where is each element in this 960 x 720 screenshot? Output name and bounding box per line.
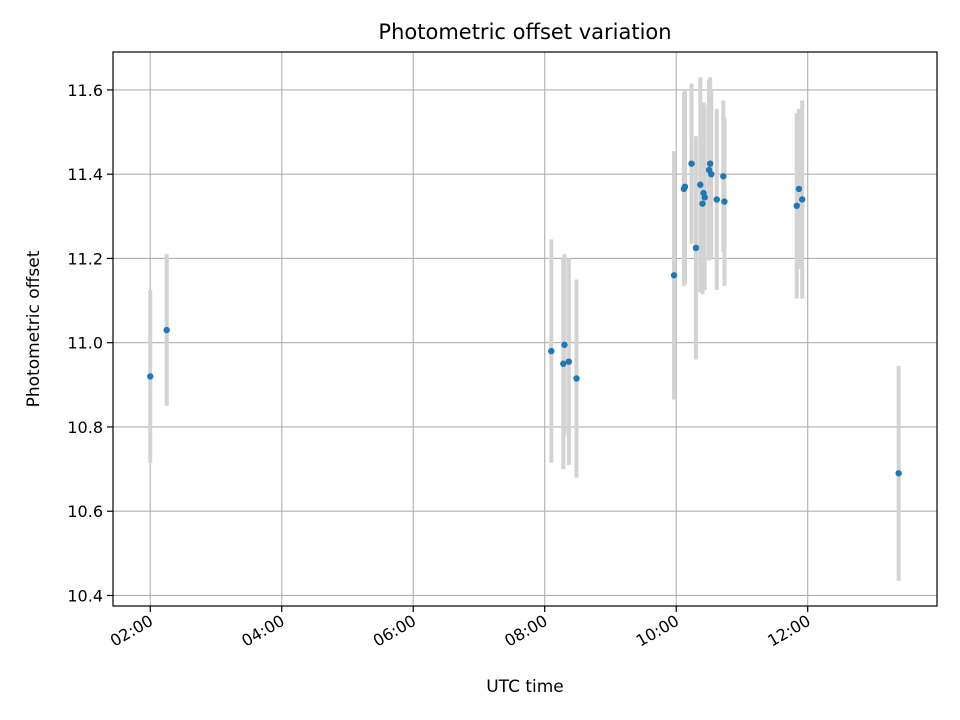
data-point-21 — [721, 198, 728, 205]
y-tick-label: 11.0 — [67, 334, 103, 353]
y-tick-3: 11.0 — [67, 334, 113, 353]
x-tick-2: 06:00 — [370, 606, 419, 651]
y-tick-label: 11.2 — [67, 249, 103, 268]
data-point-24 — [799, 196, 806, 203]
y-tick-4: 11.2 — [67, 249, 113, 268]
x-tick-label: 08:00 — [501, 611, 550, 651]
y-tick-label: 10.4 — [67, 586, 103, 605]
y-tick-label: 11.6 — [67, 81, 103, 100]
data-point-7 — [670, 272, 678, 279]
data-point-11 — [692, 244, 700, 252]
y-tick-0: 10.4 — [67, 586, 113, 605]
x-tick-label: 04:00 — [238, 611, 287, 651]
x-tick-label: 12:00 — [764, 611, 813, 651]
data-point-4 — [561, 341, 568, 348]
x-tick-4: 10:00 — [633, 606, 682, 651]
y-tick-6: 11.6 — [67, 81, 113, 100]
data-point-6 — [573, 375, 580, 382]
x-tick-3: 08:00 — [501, 606, 551, 651]
data-point-2 — [548, 347, 555, 355]
data-point-22 — [793, 202, 800, 209]
x-tick-0: 02:00 — [107, 606, 156, 651]
data-point-9 — [681, 183, 689, 191]
y-tick-1: 10.6 — [67, 502, 113, 521]
x-tick-label: 10:00 — [633, 611, 682, 651]
data-point-13 — [699, 200, 706, 207]
grid — [113, 52, 937, 606]
y-axis: 10.4 10.6 10.8 11.0 11.2 11.4 11.6 — [67, 81, 113, 605]
y-tick-label: 10.6 — [67, 502, 103, 521]
data-point-23 — [795, 185, 803, 193]
data-point-12 — [697, 181, 704, 188]
x-axis-label: UTC time — [486, 677, 564, 697]
y-tick-5: 11.4 — [67, 165, 113, 184]
data-point-17 — [706, 160, 714, 167]
y-axis-label: Photometric offset — [24, 250, 44, 407]
data-point-15 — [701, 194, 708, 201]
x-tick-5: 12:00 — [764, 606, 814, 651]
data-point-5 — [565, 358, 573, 365]
x-tick-label: 02:00 — [107, 611, 156, 651]
data-point-20 — [720, 173, 727, 180]
data-point-0 — [147, 373, 154, 380]
data-points — [147, 160, 902, 477]
data-point-18 — [708, 170, 715, 178]
y-tick-label: 11.4 — [67, 165, 103, 184]
x-tick-1: 04:00 — [238, 606, 288, 651]
data-point-3 — [560, 360, 567, 367]
chart-title: Photometric offset variation — [378, 20, 671, 44]
data-point-10 — [688, 160, 695, 167]
plot-frame — [112, 51, 938, 607]
x-axis: 02:00 04:00 06:00 08:00 10:00 12:00 — [107, 606, 814, 651]
error-bars — [148, 77, 901, 581]
data-point-19 — [713, 196, 720, 203]
y-tick-label: 10.8 — [67, 418, 103, 437]
x-tick-label: 06:00 — [370, 611, 419, 651]
data-point-25 — [895, 470, 902, 477]
y-tick-2: 10.8 — [67, 418, 113, 437]
data-point-1 — [163, 326, 170, 334]
